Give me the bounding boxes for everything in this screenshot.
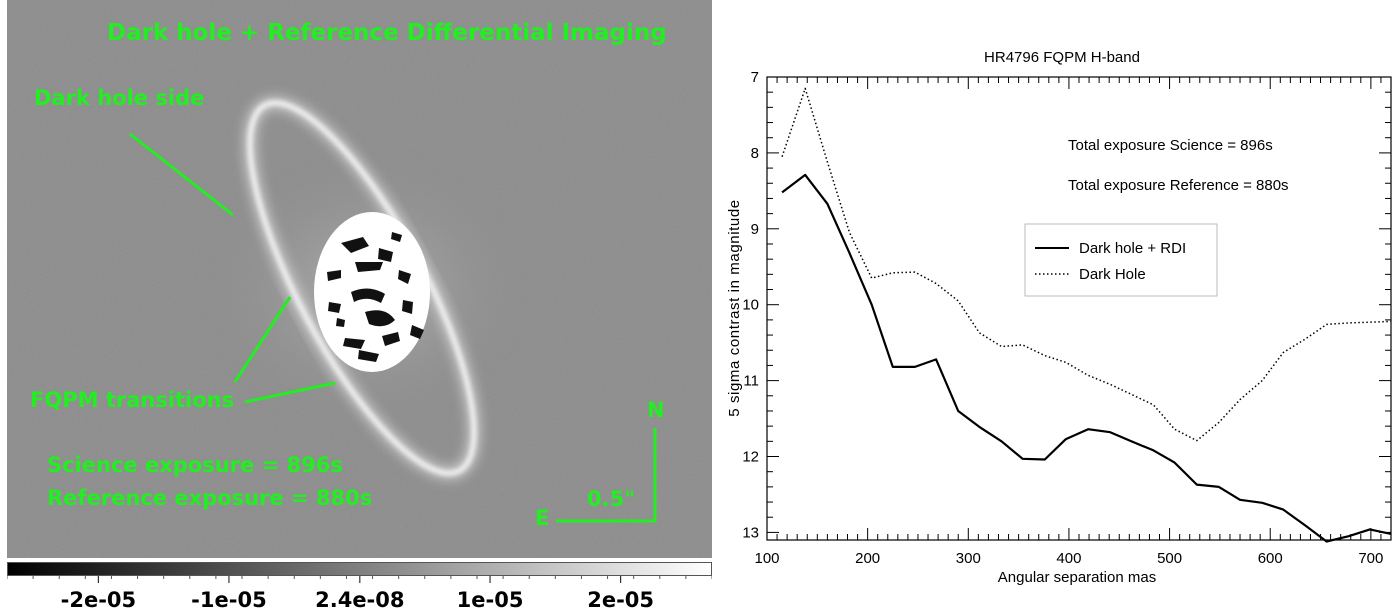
image-panel: Dark hole + Reference Differential Imagi…: [0, 0, 712, 609]
y-tick-label: 11: [743, 373, 759, 390]
annotation-fqpm-transitions: FQPM transitions: [30, 388, 234, 412]
legend-label-dark-hole: Dark Hole: [1079, 266, 1146, 283]
y-tick-label: 7: [751, 69, 759, 86]
y-axis-label: 5 sigma contrast in magnitude: [726, 199, 743, 417]
contrast-chart: HR4796 FQPM H-band 100 200 300 400 500 600 700…: [715, 0, 1395, 609]
compass-north-label: N: [647, 398, 665, 422]
chart-title: HR4796 FQPM H-band: [984, 49, 1140, 66]
x-tick-label: 300: [956, 550, 981, 567]
y-tick-label: 8: [751, 145, 759, 162]
colorbar-tick-label: -1e-05: [191, 588, 267, 612]
colorbar-ticks: [7, 576, 712, 584]
chart-annotation-reference: Total exposure Reference = 880s: [1068, 177, 1289, 194]
colorbar-tick-label: 2e-05: [587, 588, 654, 612]
legend-box: [1025, 224, 1217, 296]
series-lines: [782, 88, 1391, 541]
x-axis-label: Angular separation mas: [998, 569, 1156, 586]
y-tick-label: 10: [742, 297, 759, 314]
annotation-reference-exposure: Reference exposure = 880s: [47, 486, 372, 510]
annotation-dark-hole-side: Dark hole side: [34, 86, 204, 110]
x-tick-label: 500: [1157, 550, 1182, 567]
x-tick-label: 100: [754, 550, 779, 567]
compass-scale-label: 0.5": [587, 487, 635, 511]
colorbar-tick-label: 2.4e-08: [315, 588, 404, 612]
x-tick-label: 400: [1056, 550, 1081, 567]
colorbar: [7, 562, 712, 576]
legend-label-rdi: Dark hole + RDI: [1079, 240, 1186, 257]
legend: Dark hole + RDI Dark Hole: [1025, 224, 1217, 296]
colorbar-tick-label: -2e-05: [61, 588, 137, 612]
annotation-science-exposure: Science exposure = 896s: [47, 453, 343, 477]
x-tick-label: 600: [1258, 550, 1283, 567]
chart-annotation-science: Total exposure Science = 896s: [1068, 137, 1273, 154]
compass-east-label: E: [535, 506, 549, 530]
image-title: Dark hole + Reference Differential Imagi…: [107, 20, 667, 46]
y-tick-label: 9: [751, 221, 759, 238]
x-tick-label: 700: [1358, 550, 1383, 567]
y-tick-label: 13: [742, 524, 759, 541]
x-tick-label: 200: [855, 550, 880, 567]
y-tick-label: 12: [742, 449, 759, 466]
tick-labels: 100 200 300 400 500 600 700 7 8 9 10 11 12 13: [742, 69, 1383, 567]
colorbar-tick-label: 1e-05: [457, 588, 524, 612]
